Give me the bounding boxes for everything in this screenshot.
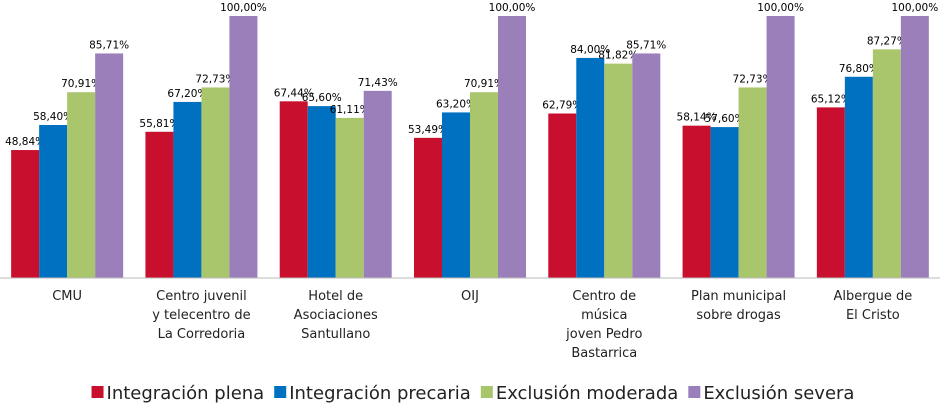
bar: [710, 127, 739, 278]
bar: [844, 76, 873, 278]
value-label: 72,73%: [733, 73, 773, 85]
value-label: 100,00%: [489, 2, 536, 14]
legend-label: Exclusión moderada: [496, 383, 678, 404]
x-tick-label: Hotel de Asociaciones Santullano: [294, 289, 378, 342]
legend-swatch: [480, 386, 493, 398]
value-label: 100,00%: [757, 2, 804, 14]
bar: [632, 53, 661, 278]
bar: [576, 57, 605, 278]
value-label: 70,91%: [61, 78, 101, 90]
bar: [307, 106, 336, 279]
bar: [414, 137, 442, 278]
value-label: 55,81%: [139, 118, 179, 130]
value-label: 72,73%: [195, 73, 235, 85]
bar: [201, 87, 230, 278]
value-label: 85,71%: [626, 39, 666, 51]
value-label: 70,91%: [464, 78, 504, 90]
value-label: 62,79%: [542, 99, 582, 111]
value-label: 67,44%: [274, 87, 314, 99]
x-tick-label: CMU: [52, 289, 82, 304]
legend-swatch: [91, 386, 104, 398]
value-label: 100,00%: [220, 2, 267, 14]
value-label: 65,60%: [302, 92, 342, 104]
bar: [39, 124, 68, 278]
value-label: 58,14%: [677, 112, 717, 124]
bar: [766, 16, 795, 278]
x-tick-label: Albergue de El Cristo: [833, 289, 912, 323]
legend-label: Integración precaria: [289, 383, 471, 404]
value-label: 100,00%: [891, 2, 938, 14]
value-label: 63,20%: [436, 98, 476, 110]
bar: [548, 113, 577, 278]
value-label: 67,20%: [167, 88, 207, 100]
value-label: 61,11%: [330, 104, 370, 116]
legend: Integración plena Integración precaria Exc…: [91, 383, 854, 404]
bar: [872, 49, 901, 278]
x-tick-label: Centro de música joven Pedro Bastarrica: [565, 289, 642, 361]
x-tick-label: Plan municipal sobre drogas: [691, 289, 786, 323]
value-label: 58,40%: [33, 111, 73, 123]
bar: [442, 112, 470, 278]
legend-label: Integración plena: [107, 383, 265, 404]
bar: [145, 131, 174, 278]
bar: [95, 53, 124, 278]
value-label: 85,71%: [89, 39, 129, 51]
bar: [470, 92, 498, 279]
bar: [682, 125, 711, 278]
value-label: 81,82%: [598, 50, 638, 62]
x-tick-label: OIJ: [461, 289, 479, 304]
bar: [67, 92, 96, 279]
value-label: 48,84%: [5, 136, 45, 148]
bar: [11, 150, 40, 278]
bar: [604, 63, 633, 279]
bar: [738, 87, 767, 278]
value-label: 71,43%: [358, 77, 398, 89]
bar: [816, 107, 845, 279]
value-label: 65,12%: [811, 93, 851, 105]
bar: [363, 90, 392, 279]
value-label: 87,27%: [867, 35, 907, 47]
bar: [335, 117, 364, 278]
bar: [229, 16, 258, 278]
value-label: 57,60%: [705, 113, 745, 125]
value-label: 76,80%: [839, 63, 879, 75]
legend-swatch: [688, 386, 701, 398]
legend-label: Exclusión severa: [703, 383, 854, 404]
value-label: 53,49%: [408, 124, 448, 136]
bar: [173, 101, 202, 278]
bar: [498, 16, 526, 278]
value-label: 84,00%: [570, 44, 610, 56]
legend-swatch: [274, 386, 287, 398]
x-tick-label: Centro juvenil y telecentro de La Corredor…: [152, 289, 250, 342]
bar: [900, 16, 929, 278]
bar: [279, 101, 308, 279]
